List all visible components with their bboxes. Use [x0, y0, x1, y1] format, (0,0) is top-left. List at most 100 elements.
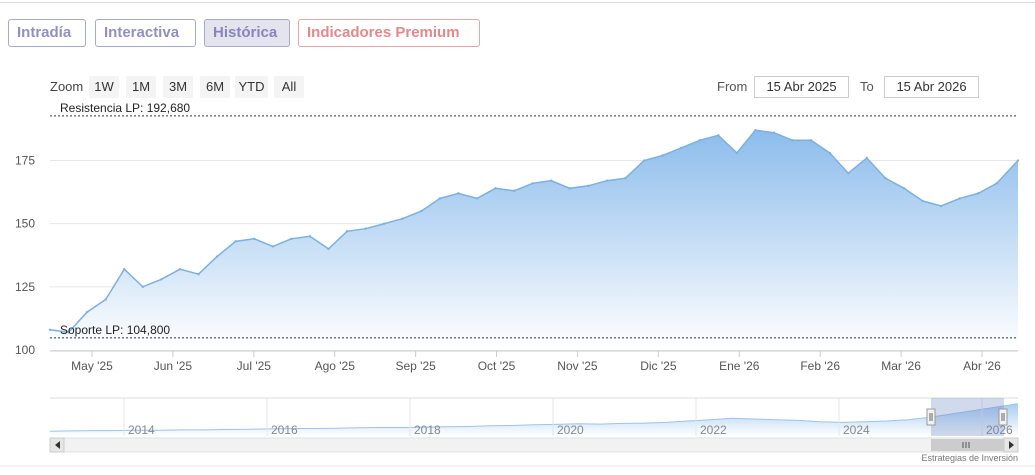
zoom-button-ytd[interactable]: YTD: [235, 76, 268, 98]
zoom-button-6m[interactable]: 6M: [200, 76, 230, 98]
x-tick-label: Jul '25: [237, 359, 272, 373]
data-point[interactable]: [512, 189, 516, 193]
data-point[interactable]: [828, 151, 831, 155]
zoom-button-1w[interactable]: 1W: [89, 76, 119, 98]
zoom-button-3m[interactable]: 3M: [163, 76, 193, 98]
data-point[interactable]: [271, 245, 274, 248]
data-point[interactable]: [717, 134, 720, 137]
x-tick-label: Dic '25: [640, 359, 677, 373]
navigator-handle-right[interactable]: [998, 408, 1008, 426]
x-tick-label: Nov '25: [557, 359, 598, 373]
data-point[interactable]: [587, 184, 590, 187]
data-point[interactable]: [364, 227, 367, 230]
top-divider: [0, 2, 1035, 3]
data-point[interactable]: [475, 197, 479, 200]
data-point[interactable]: [290, 237, 293, 241]
data-point[interactable]: [884, 177, 887, 180]
x-tick-label: Feb '26: [800, 359, 840, 373]
support-label: Soporte LP: 104,800: [60, 323, 170, 337]
x-tick-label: Abr '26: [963, 359, 1001, 373]
from-date-input[interactable]: 15 Abr 2025: [754, 76, 849, 98]
scrollbar-thumb[interactable]: [931, 439, 1004, 451]
data-point[interactable]: [735, 151, 739, 155]
data-point[interactable]: [327, 247, 330, 251]
x-tick-label: Mar '26: [881, 359, 921, 373]
data-point[interactable]: [401, 217, 404, 220]
data-point[interactable]: [178, 267, 182, 271]
data-point[interactable]: [382, 222, 386, 225]
data-point[interactable]: [85, 310, 89, 314]
data-point[interactable]: [902, 187, 906, 190]
data-point[interactable]: [624, 177, 627, 180]
data-point[interactable]: [921, 199, 924, 203]
y-tick-label: 150: [15, 217, 35, 231]
data-point[interactable]: [1016, 159, 1020, 162]
data-point[interactable]: [215, 255, 219, 258]
data-point[interactable]: [531, 182, 534, 185]
x-tick-label: Oct '25: [478, 359, 516, 373]
x-tick-label: May '25: [71, 359, 113, 373]
data-point[interactable]: [234, 240, 237, 243]
data-point[interactable]: [420, 209, 423, 213]
to-date-input[interactable]: 15 Abr 2026: [884, 76, 979, 98]
data-point[interactable]: [995, 182, 998, 185]
to-label: To: [860, 79, 874, 94]
data-point[interactable]: [679, 146, 683, 150]
navigator-handle-left[interactable]: [926, 408, 936, 426]
data-point[interactable]: [438, 197, 442, 200]
data-point[interactable]: [48, 328, 52, 331]
data-point[interactable]: [754, 129, 757, 132]
data-point[interactable]: [457, 192, 460, 195]
data-point[interactable]: [550, 179, 553, 182]
data-point[interactable]: [791, 139, 794, 142]
data-point[interactable]: [123, 267, 126, 271]
data-point[interactable]: [160, 278, 163, 281]
data-point[interactable]: [345, 230, 349, 233]
navigator-line: [49, 403, 1019, 432]
zoom-label: Zoom: [50, 79, 84, 94]
data-point[interactable]: [772, 131, 776, 134]
credits-text: Estrategias de Inversión: [921, 453, 1018, 463]
x-tick-label: Ago '25: [315, 359, 356, 373]
navigator-tick-label: 2024: [843, 423, 870, 437]
data-point[interactable]: [104, 298, 107, 301]
zoom-button-all[interactable]: All: [274, 76, 304, 98]
data-point[interactable]: [809, 139, 813, 142]
arrow-right-icon: [1009, 441, 1014, 449]
data-point[interactable]: [939, 204, 943, 208]
scrollbar-track[interactable]: [49, 437, 1019, 453]
data-point[interactable]: [67, 331, 70, 334]
navigator-tick-label: 2022: [700, 423, 727, 437]
data-point[interactable]: [847, 171, 850, 175]
data-point[interactable]: [977, 192, 980, 195]
navigator-tick-label: 2016: [271, 423, 298, 437]
y-tick-label: 100: [15, 343, 35, 357]
tab-intradia[interactable]: Intradía: [8, 19, 86, 47]
x-tick-label: Sep '25: [395, 359, 436, 373]
data-point[interactable]: [253, 237, 256, 241]
data-point[interactable]: [642, 159, 646, 162]
data-point[interactable]: [605, 179, 609, 182]
tab-indicadores-premium[interactable]: Indicadores Premium: [298, 19, 480, 47]
data-point[interactable]: [661, 154, 664, 157]
data-point[interactable]: [698, 139, 701, 142]
data-point[interactable]: [308, 235, 312, 238]
data-point[interactable]: [568, 187, 572, 190]
y-tick-label: 175: [15, 154, 35, 168]
from-label: From: [717, 79, 748, 94]
zoom-button-1m[interactable]: 1M: [126, 76, 156, 98]
resistance-label: Resistencia LP: 192,680: [60, 101, 190, 115]
price-area: [50, 130, 1018, 350]
tab-historica[interactable]: Histórica: [204, 19, 290, 47]
tab-interactiva[interactable]: Interactiva: [95, 19, 196, 47]
data-point[interactable]: [197, 273, 200, 276]
navigator-tick-label: 2014: [128, 423, 155, 437]
data-point[interactable]: [141, 285, 145, 289]
data-point[interactable]: [494, 187, 497, 190]
navigator-selection[interactable]: [931, 398, 1004, 436]
x-tick-label: Ene '26: [719, 359, 760, 373]
data-point[interactable]: [865, 156, 869, 160]
data-point[interactable]: [958, 197, 961, 200]
navigator-area: [50, 403, 1018, 436]
